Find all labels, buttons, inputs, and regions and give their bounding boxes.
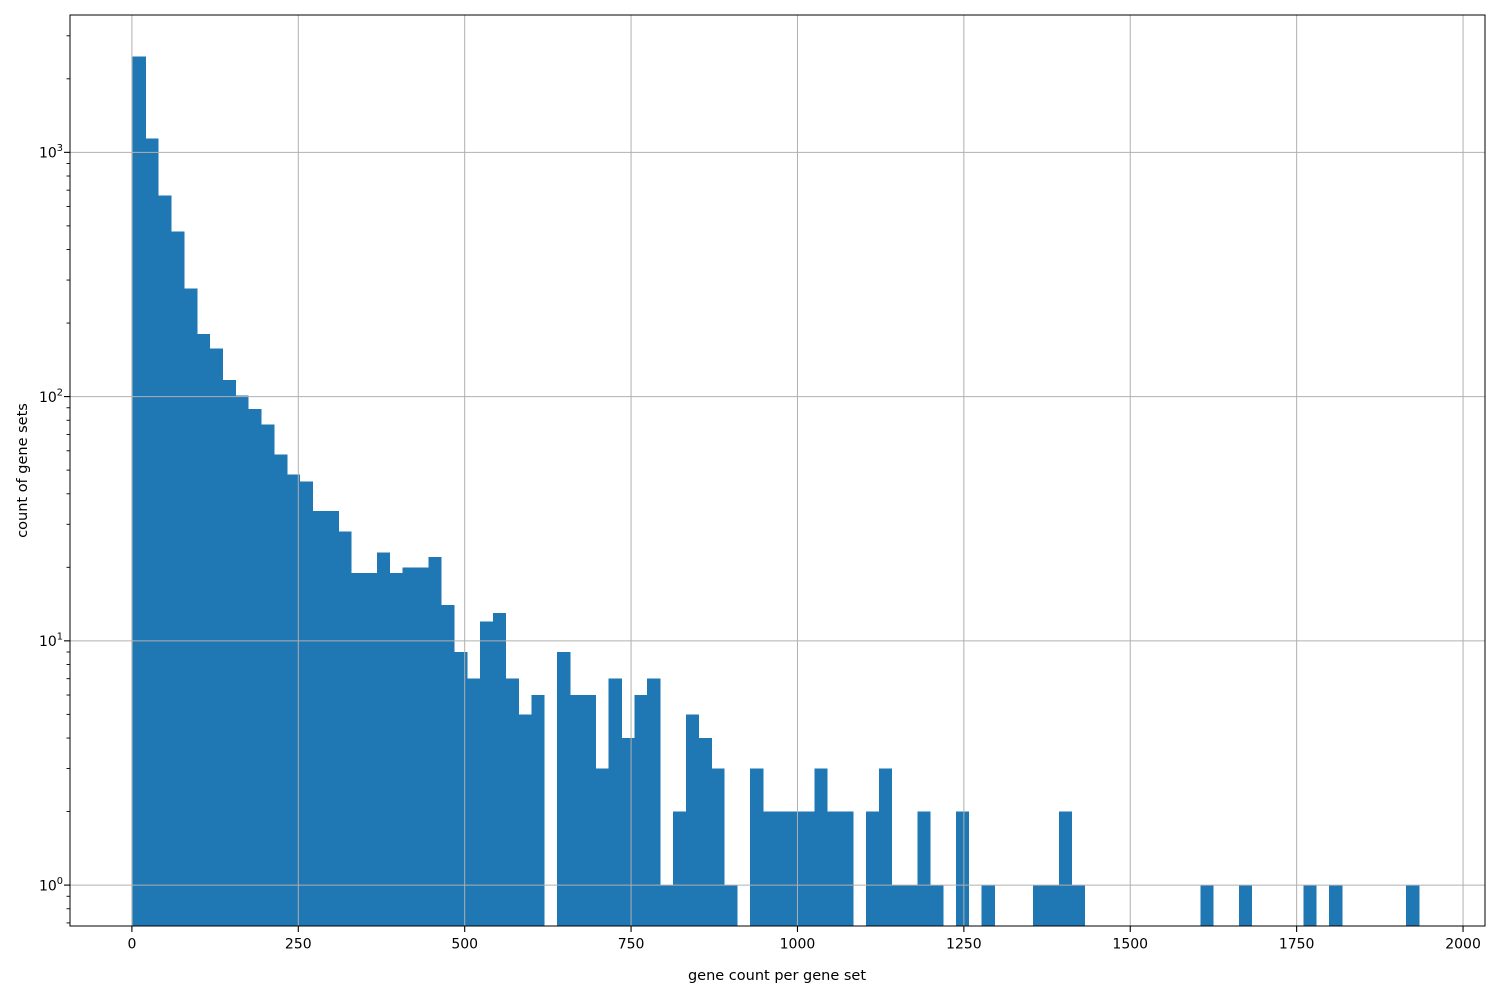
histogram-bar	[325, 511, 339, 926]
histogram-bar	[595, 768, 609, 926]
y-tick-label: 103	[39, 143, 63, 162]
histogram-bar	[402, 567, 416, 926]
histogram-bar	[171, 231, 185, 926]
histogram-bar	[364, 572, 378, 926]
x-tick-label: 1500	[1112, 937, 1148, 953]
histogram-bar	[750, 768, 764, 926]
histogram-bar	[415, 567, 429, 926]
histogram-bar	[878, 768, 892, 926]
histogram-bar	[930, 885, 944, 926]
gridlines	[70, 15, 1485, 926]
histogram-bar	[621, 738, 635, 926]
histogram-bar	[1406, 885, 1420, 926]
histogram-bar	[248, 408, 262, 926]
x-tick-label: 0	[127, 937, 136, 953]
histogram-bar	[788, 811, 802, 926]
x-tick-label: 750	[618, 937, 645, 953]
histogram-bar	[441, 605, 455, 926]
histogram-bar	[814, 768, 828, 926]
histogram-bar	[1303, 885, 1317, 926]
x-tick-label: 1750	[1279, 937, 1315, 953]
histogram-bars	[132, 56, 1420, 927]
x-tick-label: 1000	[780, 937, 816, 953]
histogram-bar	[209, 348, 223, 926]
histogram-bar	[145, 138, 159, 926]
histogram-bar	[1033, 885, 1047, 926]
x-tick-label: 2000	[1445, 937, 1481, 953]
histogram-bar	[917, 811, 931, 926]
histogram-bar	[196, 334, 211, 926]
histogram-bar	[338, 531, 352, 926]
histogram-bar	[1046, 885, 1060, 926]
histogram-bar	[1058, 811, 1073, 926]
histogram-bar	[634, 695, 648, 926]
histogram-bar	[827, 811, 841, 926]
histogram-bar	[569, 695, 584, 926]
y-tick-labels: 100 101 102 103	[39, 143, 63, 894]
histogram-bar	[235, 395, 249, 926]
histogram-bar	[158, 195, 172, 927]
histogram-bar	[840, 811, 854, 926]
y-tick-label: 102	[39, 387, 63, 406]
histogram-bar	[865, 811, 880, 926]
x-tick-labels: 0 250 500 750 1000 1250 1500 1750 2000	[127, 937, 1480, 953]
x-tick-label: 500	[451, 937, 478, 953]
histogram-bar	[685, 714, 699, 926]
histogram-bar	[531, 695, 545, 926]
histogram-bar	[557, 652, 571, 926]
histogram-bar	[492, 613, 507, 926]
histogram-bar	[286, 474, 301, 926]
histogram-bar	[891, 885, 905, 926]
histogram-bar	[274, 454, 288, 926]
x-tick-label: 1250	[946, 937, 982, 953]
histogram-bar	[672, 811, 687, 926]
histogram-bar	[582, 695, 597, 926]
y-axis-title: count of gene sets	[15, 403, 31, 538]
histogram-bar	[647, 678, 661, 926]
histogram-bar	[467, 678, 481, 926]
histogram-bar	[505, 678, 519, 926]
x-tick-label: 250	[285, 937, 312, 953]
histogram-bar	[608, 678, 622, 926]
histogram-bar	[428, 557, 442, 926]
histogram-bar	[724, 885, 738, 926]
histogram-bar	[312, 511, 326, 926]
histogram-bar	[698, 738, 712, 926]
histogram-bar	[351, 572, 365, 926]
histogram-bar	[1238, 885, 1253, 926]
x-axis-title: gene count per gene set	[688, 968, 866, 984]
histogram-bar	[184, 288, 198, 926]
histogram-bar	[299, 481, 314, 926]
axis-ticks	[64, 35, 1464, 932]
histogram-bar	[904, 885, 918, 926]
histogram-bar	[955, 811, 970, 926]
histogram-bar	[518, 714, 532, 926]
histogram-bar	[1200, 885, 1214, 926]
histogram-bar	[454, 652, 468, 926]
histogram-bar	[660, 885, 674, 926]
y-tick-label: 100	[39, 876, 63, 895]
histogram-bar	[1071, 885, 1085, 926]
histogram-bar	[981, 885, 995, 926]
histogram-bar	[222, 379, 236, 926]
histogram-bar	[389, 572, 404, 926]
histogram-bar	[1329, 885, 1343, 926]
histogram-bar	[132, 56, 146, 927]
histogram-bar	[711, 768, 725, 926]
histogram-bar	[261, 424, 275, 926]
histogram-bar	[775, 811, 790, 926]
histogram-bar	[801, 811, 815, 926]
histogram-bar	[762, 811, 777, 926]
histogram-bar	[377, 552, 391, 926]
y-tick-label: 101	[39, 632, 63, 651]
histogram-bar	[479, 621, 494, 926]
